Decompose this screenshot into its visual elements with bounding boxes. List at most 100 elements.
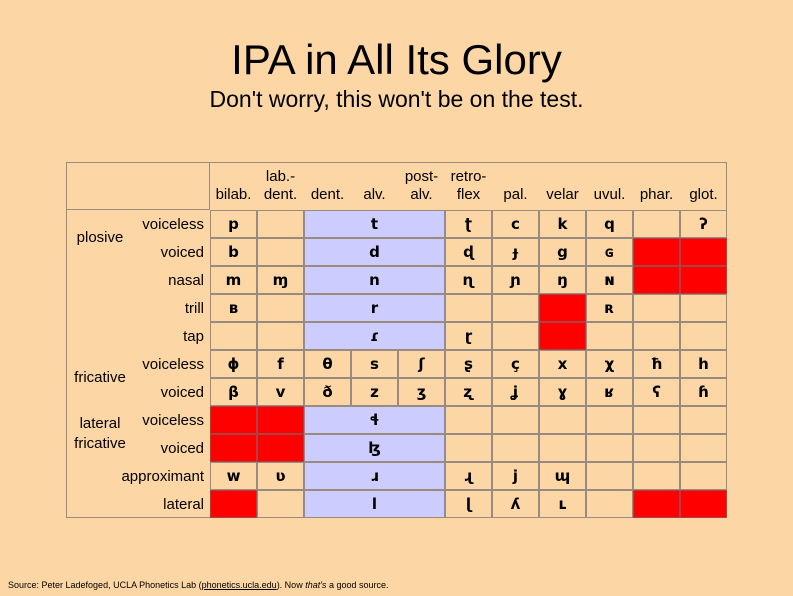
ipa-symbol: ɭ [445,490,492,518]
ipa-symbol: r [370,299,379,317]
ipa-symbol: w [210,462,257,490]
column-header-line2: uvul. [593,186,626,203]
ipa-symbol [633,406,680,434]
ipa-symbol [586,434,633,462]
ipa-symbol: c [492,210,539,238]
ipa-symbol: ɦ [680,378,727,406]
coronal-band-cell [304,490,445,518]
header-corner [66,162,210,210]
ipa-symbol [445,294,492,322]
ipa-symbol [633,434,680,462]
column-header-line2: flex [456,186,481,203]
column-header-line2: dent. [263,186,298,203]
group-label-line2: fricative [74,435,126,452]
ipa-symbol: ʒ [398,378,445,406]
group-label-line1: lateral [79,415,121,432]
ipa-symbol [210,322,257,350]
row-label: lateral [163,495,204,513]
column-header: lab.- dent. [257,162,304,210]
source-middle: ). Now [276,580,306,590]
ipa-symbol: ħ [633,350,680,378]
ipa-symbol: ʔ [680,210,727,238]
ipa-symbol: ʈ [445,210,492,238]
slide-title: IPA in All Its Glory [231,36,562,83]
impossible-cell [210,490,257,518]
ipa-symbol: ʀ [586,294,633,322]
ipa-symbol: ɮ [368,439,381,457]
ipa-symbol [633,294,680,322]
ipa-symbol: ŋ [539,266,586,294]
column-header: phar. [633,162,680,210]
impossible-cell [633,266,680,294]
ipa-symbol: g [539,238,586,266]
ipa-symbol [680,406,727,434]
impossible-cell [210,406,257,434]
column-header-line2: glot. [689,186,718,203]
ipa-symbol [680,434,727,462]
coronal-band-cell [304,294,445,322]
ipa-symbol: z [351,378,398,406]
coronal-band-cell [304,238,445,266]
ipa-symbol [680,322,727,350]
slide-subtitle: Don't worry, this won't be on the test. [209,86,584,112]
ipa-symbol [257,294,304,322]
impossible-cell [539,294,586,322]
ipa-symbol: f [257,350,304,378]
ipa-symbol [633,322,680,350]
column-header-line1: lab.- [265,168,296,185]
row-label: voiceless [142,411,204,429]
impossible-cell [633,238,680,266]
column-header: pal. [492,162,539,210]
ipa-symbol: ɱ [257,266,304,294]
ipa-symbol: ʂ [445,350,492,378]
column-header: glot. [680,162,727,210]
row-label: voiced [160,439,204,457]
ipa-symbol: p [210,210,257,238]
column-header-line2: dent. [310,186,345,203]
ipa-symbol: ʟ [539,490,586,518]
ipa-symbol: j [492,462,539,490]
ipa-symbol: ʋ [257,462,304,490]
ipa-symbol [586,406,633,434]
ipa-symbol: θ [304,350,351,378]
column-header-line2: velar [546,186,579,203]
ipa-symbol: ɻ [445,462,492,490]
ipa-symbol [492,434,539,462]
ipa-symbol: ʐ [445,378,492,406]
ipa-symbol: ɹ [370,467,379,485]
source-link[interactable]: phonetics.ucla.edu [201,580,277,590]
column-header: retro-flex [445,162,492,210]
source-emphasis: that's [305,580,327,590]
ipa-symbol: ɢ [586,238,633,266]
ipa-symbol [445,434,492,462]
impossible-cell [257,434,304,462]
ipa-symbol: ɟ [492,238,539,266]
coronal-band-cell [304,322,445,350]
ipa-symbol: ʕ [633,378,680,406]
ipa-symbol: ɖ [445,238,492,266]
ipa-symbol [633,210,680,238]
ipa-symbol: ʙ [210,294,257,322]
ipa-symbol [492,406,539,434]
impossible-cell [680,238,727,266]
impossible-cell [680,490,727,518]
ipa-symbol: s [351,350,398,378]
ipa-symbol [586,490,633,518]
column-header-line1: retro- [450,168,487,185]
row-label: tap [183,327,204,345]
coronal-band-cell [304,406,445,434]
column-header-line1: post- [404,168,439,185]
group-label-fricative: fricative [74,369,126,386]
ipa-symbol: ç [492,350,539,378]
source-suffix: a good source. [326,580,389,590]
ipa-symbol: q [586,210,633,238]
ipa-symbol [633,462,680,490]
row-label: nasal [168,271,204,289]
ipa-symbol: ð [304,378,351,406]
impossible-cell [633,490,680,518]
ipa-symbol: d [369,243,380,261]
ipa-symbol: m [210,266,257,294]
ipa-symbol: x [539,350,586,378]
ipa-symbol [586,322,633,350]
impossible-cell [257,406,304,434]
